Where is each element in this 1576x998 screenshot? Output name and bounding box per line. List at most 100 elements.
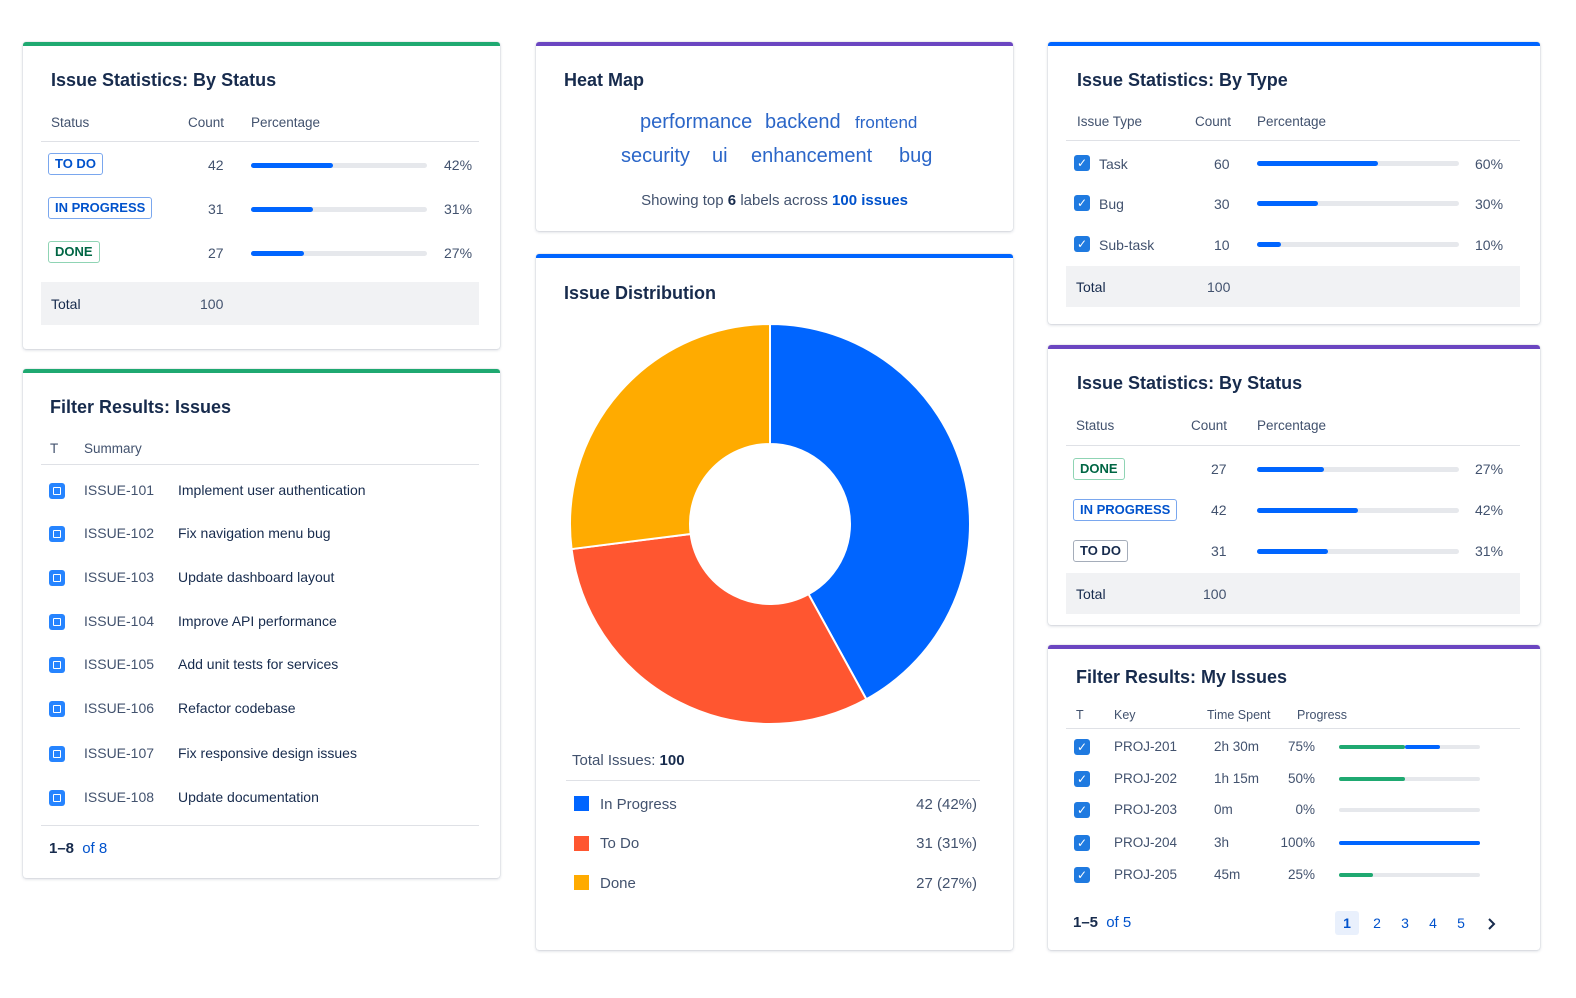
- legend-value: 42 (42%): [916, 796, 977, 813]
- row-percentage: 31%: [444, 201, 473, 217]
- percentage-bar-fill: [1257, 242, 1282, 247]
- issue-key-link[interactable]: PROJ-205: [1114, 867, 1178, 882]
- status-lozenge-in-progress[interactable]: IN PROGRESS: [48, 197, 153, 219]
- total-value: 100: [1203, 586, 1227, 602]
- col-header-count[interactable]: Count: [188, 115, 225, 130]
- card-accent-bar: [536, 42, 1013, 46]
- issue-key-link[interactable]: ISSUE-105: [84, 656, 155, 672]
- time-spent: 3h: [1214, 835, 1230, 850]
- percentage-bar-fill: [1257, 161, 1379, 166]
- header-divider: [41, 464, 479, 465]
- page-button-4[interactable]: 4: [1429, 915, 1437, 931]
- row-percentage: 31%: [1475, 543, 1504, 559]
- issue-key-link[interactable]: PROJ-202: [1114, 771, 1178, 786]
- donut-slice-done[interactable]: [569, 322, 771, 551]
- card-title: Heat Map: [564, 70, 645, 90]
- pagination-summary: 1–8 of 8: [49, 840, 107, 857]
- col-header-count[interactable]: Count: [1195, 114, 1232, 129]
- issue-key-link[interactable]: ISSUE-103: [84, 569, 155, 585]
- issue-summary: Update dashboard layout: [178, 569, 335, 585]
- label-security[interactable]: security: [621, 145, 690, 167]
- chevron-right-icon[interactable]: [1480, 911, 1504, 935]
- status-lozenge-todo[interactable]: TO DO: [48, 153, 103, 175]
- col-header-percentage[interactable]: Percentage: [1257, 418, 1327, 433]
- col-header-type[interactable]: T: [50, 441, 59, 456]
- legend-swatch: [574, 836, 589, 851]
- footer-prefix: Showing top: [641, 192, 724, 209]
- card-title: Filter Results: My Issues: [1076, 667, 1288, 687]
- page-button-1[interactable]: 1: [1335, 911, 1359, 935]
- issue-key-link[interactable]: PROJ-201: [1114, 739, 1178, 754]
- status-lozenge-done[interactable]: DONE: [1073, 458, 1125, 480]
- donut-slice-in-progress[interactable]: [769, 322, 971, 701]
- col-header-percentage[interactable]: Percentage: [1257, 114, 1327, 129]
- progress-bar: [1339, 873, 1480, 877]
- pagination-summary: 1–5 of 5: [1073, 914, 1131, 931]
- progress-bar-remaining: [1339, 841, 1480, 845]
- total-count-link[interactable]: 5: [1122, 914, 1132, 931]
- row-count: 30: [1214, 196, 1230, 212]
- col-header-type[interactable]: T: [1076, 708, 1084, 722]
- task-type-icon: ✓: [1074, 739, 1090, 755]
- status-lozenge-done[interactable]: DONE: [48, 241, 100, 263]
- label-bug[interactable]: bug: [899, 145, 933, 167]
- col-header-summary[interactable]: Summary: [84, 441, 142, 456]
- heatmap-footer: Showing top 6 labels across 100 issues: [536, 192, 1013, 209]
- status-lozenge-todo[interactable]: TO DO: [1073, 540, 1128, 562]
- percentage-bar: [251, 163, 427, 168]
- row-count: 31: [208, 201, 224, 217]
- label-performance[interactable]: performance: [640, 111, 753, 133]
- col-header-issue-type[interactable]: Issue Type: [1077, 114, 1143, 129]
- legend-swatch: [574, 875, 589, 890]
- legend-label: Done: [600, 875, 636, 892]
- card-accent-bar: [536, 254, 1013, 258]
- col-header-count[interactable]: Count: [1191, 418, 1228, 433]
- percentage-bar: [1257, 201, 1459, 206]
- label-ui[interactable]: ui: [712, 145, 728, 167]
- col-header-percentage[interactable]: Percentage: [251, 115, 321, 130]
- label-backend[interactable]: backend: [765, 111, 841, 133]
- footer-issues-link[interactable]: 100 issues: [832, 192, 908, 209]
- col-header-key[interactable]: Key: [1114, 708, 1136, 722]
- progress-bar: [1339, 808, 1480, 812]
- total-label: Total: [1076, 586, 1106, 602]
- row-percentage: 27%: [1475, 461, 1504, 477]
- page-button-3[interactable]: 3: [1401, 915, 1409, 931]
- total-value: 100: [1207, 279, 1231, 295]
- label-frontend[interactable]: frontend: [855, 113, 918, 132]
- total-row: Total 100: [1066, 573, 1520, 614]
- status-lozenge-in-progress[interactable]: IN PROGRESS: [1073, 499, 1178, 521]
- type-stats-card: Issue Statistics: By Type Issue Type Cou…: [1048, 42, 1540, 324]
- progress-percent: 25%: [1287, 867, 1315, 882]
- percentage-bar: [1257, 467, 1459, 472]
- issue-key-link[interactable]: ISSUE-108: [84, 789, 155, 805]
- issue-key-link[interactable]: PROJ-203: [1114, 802, 1178, 817]
- filter-results-my-issues-card: Filter Results: My Issues T Key Time Spe…: [1048, 645, 1540, 950]
- col-header-status[interactable]: Status: [1076, 418, 1115, 433]
- row-count: 27: [208, 245, 224, 261]
- issue-key-link[interactable]: ISSUE-104: [84, 613, 155, 629]
- page-button-2[interactable]: 2: [1373, 915, 1381, 931]
- row-count: 10: [1214, 237, 1230, 253]
- issue-key-link[interactable]: ISSUE-102: [84, 525, 155, 541]
- label-enhancement[interactable]: enhancement: [751, 145, 873, 167]
- page-button-5[interactable]: 5: [1457, 915, 1465, 931]
- bug-type-icon: ✓: [1074, 195, 1090, 211]
- donut-slice-to-do[interactable]: [570, 532, 868, 725]
- total-count-link[interactable]: 8: [98, 840, 108, 857]
- total-issues-value: 100: [659, 752, 685, 769]
- row-percentage: 30%: [1475, 196, 1504, 212]
- status-stats-card-secondary: Issue Statistics: By Status Status Count…: [1048, 345, 1540, 625]
- col-header-progress[interactable]: Progress: [1297, 708, 1348, 722]
- card-accent-bar: [1048, 42, 1540, 46]
- issue-key-link[interactable]: PROJ-204: [1114, 835, 1178, 850]
- issue-key-link[interactable]: ISSUE-101: [84, 482, 155, 498]
- footer-divider: [41, 825, 479, 826]
- progress-bar: [1339, 841, 1480, 845]
- col-header-status[interactable]: Status: [51, 115, 90, 130]
- range-text: 1–8: [49, 840, 75, 857]
- col-header-time-spent[interactable]: Time Spent: [1207, 708, 1271, 722]
- issue-key-link[interactable]: ISSUE-106: [84, 700, 155, 716]
- issue-key-link[interactable]: ISSUE-107: [84, 745, 155, 761]
- percentage-bar: [1257, 508, 1459, 513]
